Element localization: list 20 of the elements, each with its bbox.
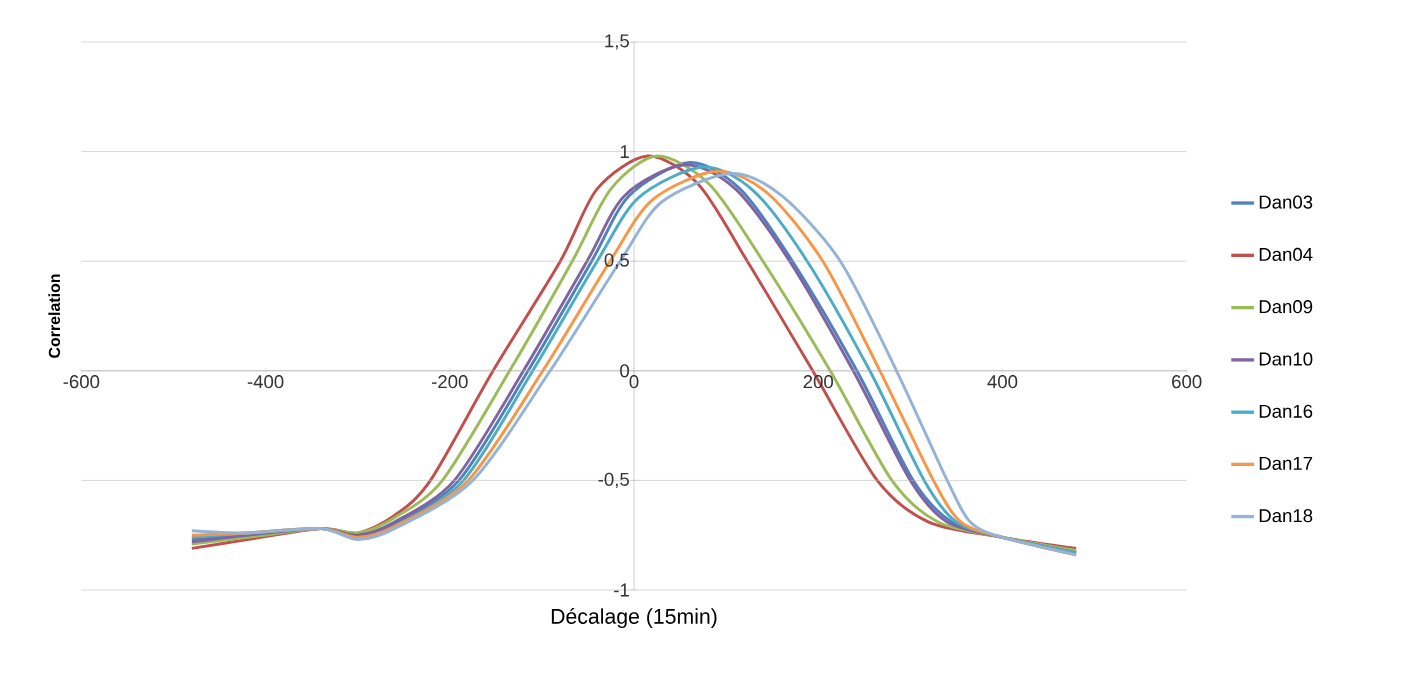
x-tick-label: 600 (1172, 375, 1202, 389)
x-tick-label: -600 (63, 375, 100, 389)
x-tick-label: -200 (432, 375, 468, 389)
y-tick-label: 1 (620, 145, 629, 158)
y-axis-title: Correlation (48, 274, 61, 358)
legend-label: Dan17 (1259, 457, 1313, 470)
x-tick-label: 0 (629, 375, 639, 389)
legend-label: Dan10 (1259, 352, 1313, 366)
legend-label: Dan04 (1259, 247, 1313, 261)
x-tick-label: 400 (987, 375, 1018, 389)
legend-label: Dan09 (1259, 300, 1313, 314)
x-axis-title: Décalage (15min) (551, 608, 717, 629)
y-tick-label: -1 (614, 583, 629, 597)
legend-label: Dan03 (1259, 195, 1313, 209)
y-tick-label: 1,5 (605, 34, 629, 50)
x-tick-label: -400 (247, 375, 284, 389)
y-tick-label: 0 (620, 364, 630, 378)
legend-label: Dan16 (1259, 404, 1313, 418)
y-tick-label: -0,5 (598, 472, 629, 489)
legend-label: Dan18 (1259, 509, 1313, 523)
